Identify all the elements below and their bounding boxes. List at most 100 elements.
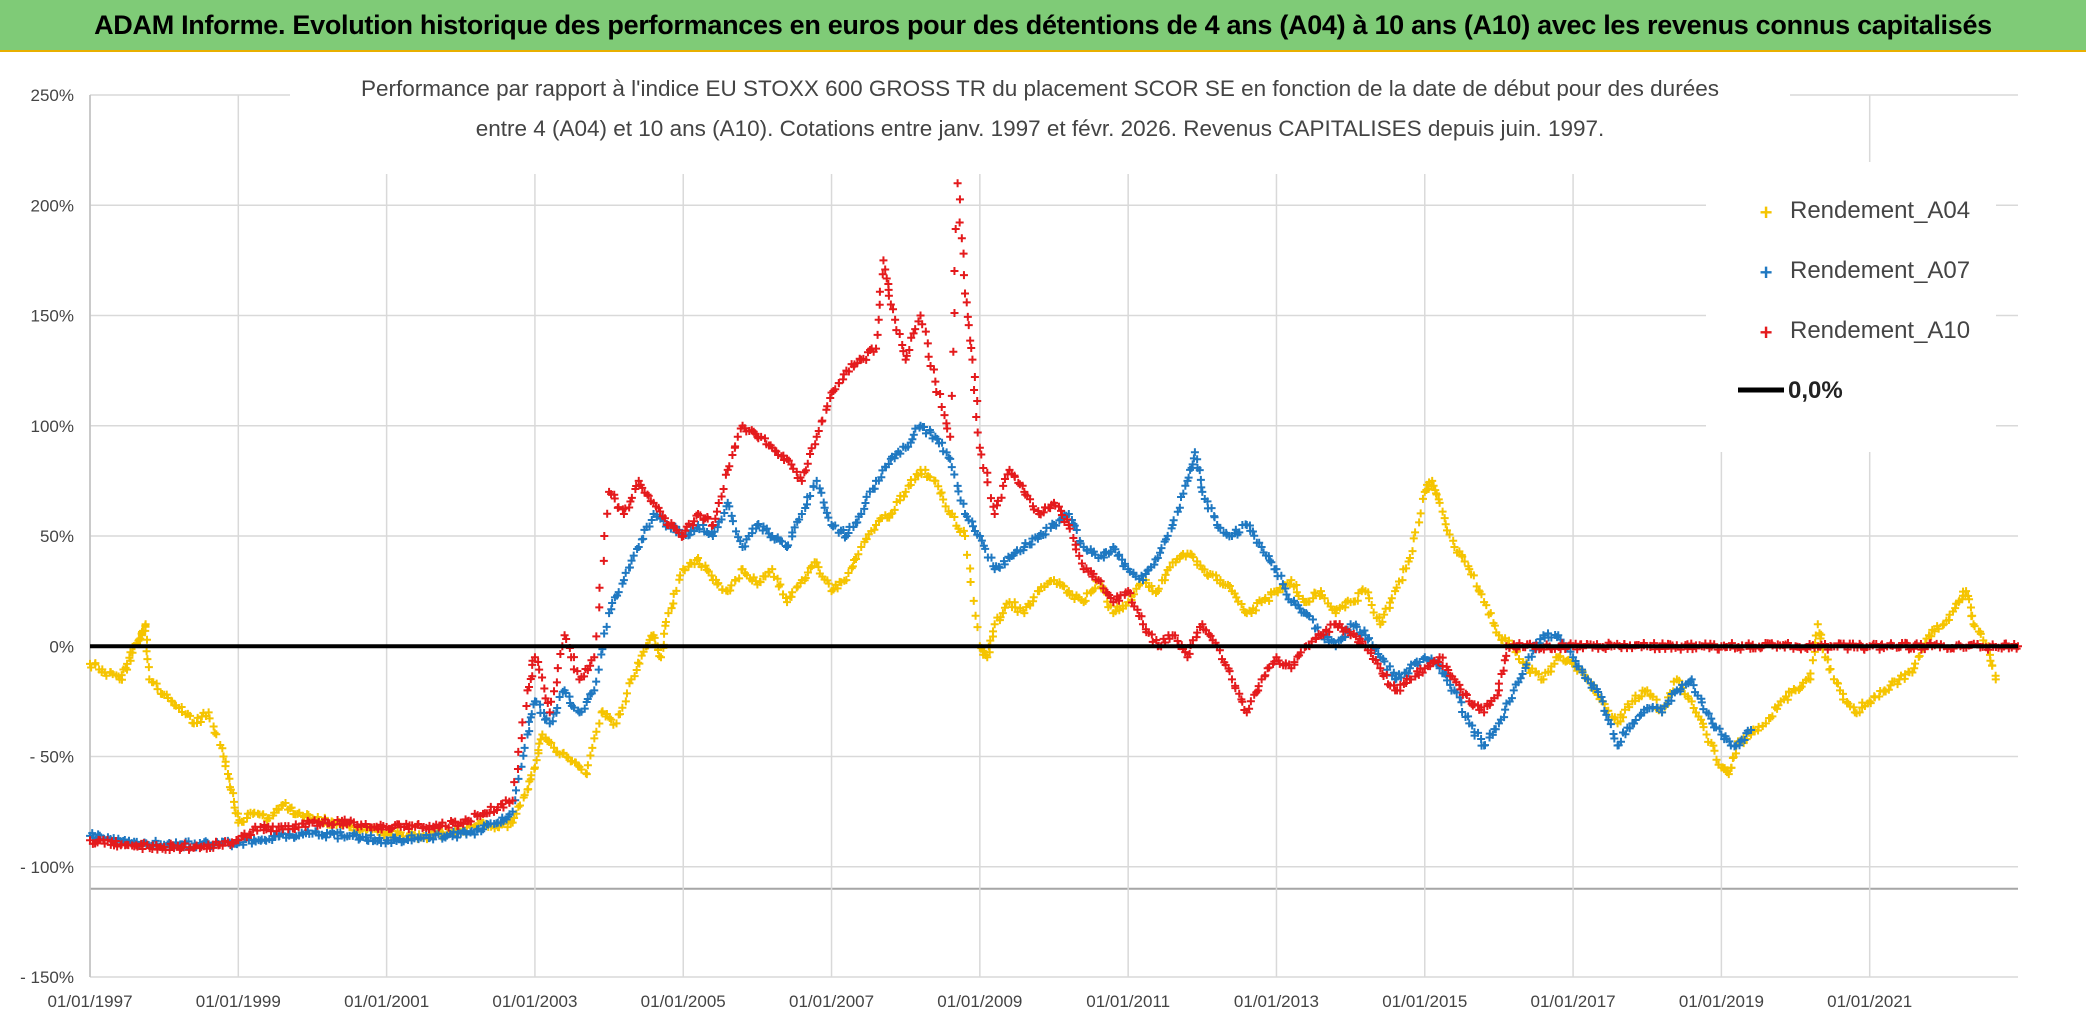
x-tick-label: 01/01/2005 [641,992,726,1011]
data-point [1516,674,1525,683]
data-point [1462,690,1471,699]
data-point [664,609,673,618]
data-point [963,550,972,559]
data-point [1813,620,1822,629]
data-point [1120,559,1129,568]
data-point [459,819,468,828]
data-point [618,703,627,712]
x-tick-label: 01/01/2007 [789,992,874,1011]
data-point [272,827,281,836]
data-point [1150,560,1159,569]
data-point [627,493,636,502]
data-point [1251,606,1260,615]
data-point [873,330,882,339]
data-point [1884,685,1893,694]
data-point [971,611,980,620]
data-point [221,762,230,771]
data-point [1232,593,1241,602]
data-point [592,677,601,686]
data-point [1231,684,1240,693]
data-point [1687,697,1696,706]
data-point [486,802,495,811]
data-point [801,466,810,475]
data-point [586,661,595,670]
data-point [1273,588,1282,597]
data-point [602,709,611,718]
legend-marker-a10: + [1760,320,1773,345]
data-point [524,785,533,794]
data-point [499,803,508,812]
data-point [1193,455,1202,464]
data-point [898,341,907,350]
data-point [660,514,669,523]
data-point [938,438,947,447]
data-point [1967,612,1976,621]
data-point [239,840,248,849]
data-point [1477,703,1486,712]
data-point [1380,610,1389,619]
data-point [1724,770,1733,779]
data-point [1026,601,1035,610]
data-point [931,377,940,386]
data-point [535,739,544,748]
data-point [630,672,639,681]
data-point [1237,600,1246,609]
data-point [708,520,717,529]
data-point [1637,692,1646,701]
data-point [875,300,884,309]
data-point [583,761,592,770]
data-point [1468,721,1477,730]
data-point [508,818,517,827]
data-point [387,824,396,833]
data-point [1064,509,1073,518]
data-point [1482,601,1491,610]
data-point [635,659,644,668]
data-point [986,636,995,645]
data-point [1293,652,1302,661]
data-point [1566,647,1575,656]
data-point [225,774,234,783]
data-point [1625,703,1634,712]
data-point [1216,523,1225,532]
data-point [1833,679,1842,688]
data-point [1367,600,1376,609]
data-point [963,312,972,321]
y-tick-label: - 50% [30,748,74,767]
data-point [1309,594,1318,603]
data-point [556,650,565,659]
data-point [714,579,723,588]
data-point [592,727,601,736]
data-point [1106,594,1115,603]
data-point [451,817,460,826]
data-point [968,355,977,364]
x-tick-label: 01/01/2021 [1827,992,1912,1011]
data-point [1409,534,1418,543]
data-point [632,665,641,674]
data-point [1494,631,1503,640]
data-point [711,514,720,523]
data-point [970,385,979,394]
data-point [1697,698,1706,707]
data-point [285,830,294,839]
data-point [1986,656,1995,665]
data-point [1485,700,1494,709]
data-point [1392,583,1401,592]
data-point [1826,665,1835,674]
data-point [1138,576,1147,585]
data-point [1456,685,1465,694]
data-point [900,492,909,501]
data-point [955,195,964,204]
data-point [728,517,737,526]
data-point [817,488,826,497]
data-point [949,347,958,356]
data-point [590,734,599,743]
data-point [1000,560,1009,569]
data-point [1725,737,1734,746]
data-point [111,837,120,846]
data-point [890,454,899,463]
data-point [210,728,219,737]
data-point [909,430,918,439]
report-title: ADAM Informe. Evolution historique des p… [94,9,1992,40]
data-point [975,532,984,540]
data-point [212,730,221,739]
